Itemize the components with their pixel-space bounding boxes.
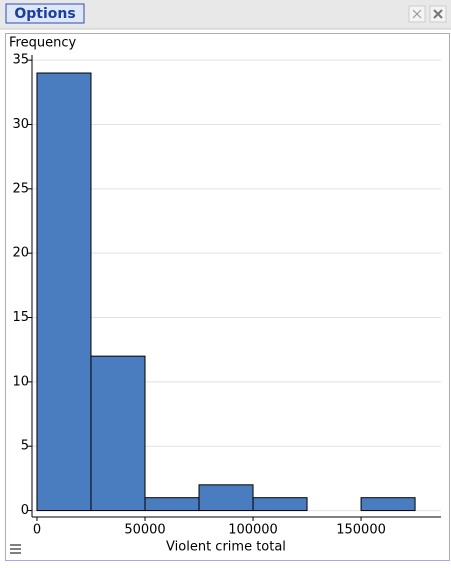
- bar: [36, 72, 92, 512]
- y-tick-label: 25: [12, 181, 29, 196]
- maximize-icon: [412, 9, 422, 19]
- bar: [90, 355, 146, 512]
- x-tick-label: 150000: [336, 523, 386, 538]
- x-tick-label: 50000: [124, 523, 165, 538]
- bar: [198, 484, 254, 512]
- y-tick-label: 15: [12, 310, 29, 325]
- y-tick-label: 35: [12, 53, 29, 68]
- menu-icon[interactable]: [10, 544, 21, 554]
- y-axis-label: Frequency: [9, 36, 76, 51]
- x-tick-label: 0: [33, 523, 41, 538]
- bar: [144, 497, 200, 512]
- y-tick-label: 20: [12, 246, 29, 261]
- bar: [252, 497, 308, 512]
- options-label[interactable]: Options: [14, 6, 75, 22]
- x-axis-label: Violent crime total: [166, 540, 286, 555]
- y-tick-label: 30: [12, 117, 29, 132]
- x-tick-label: 100000: [228, 523, 278, 538]
- close-icon: [433, 9, 443, 19]
- y-tick-label: 5: [21, 439, 29, 454]
- y-tick-label: 0: [21, 503, 29, 518]
- y-tick-label: 10: [12, 374, 29, 389]
- options-button[interactable]: [5, 3, 85, 24]
- bar: [360, 497, 416, 512]
